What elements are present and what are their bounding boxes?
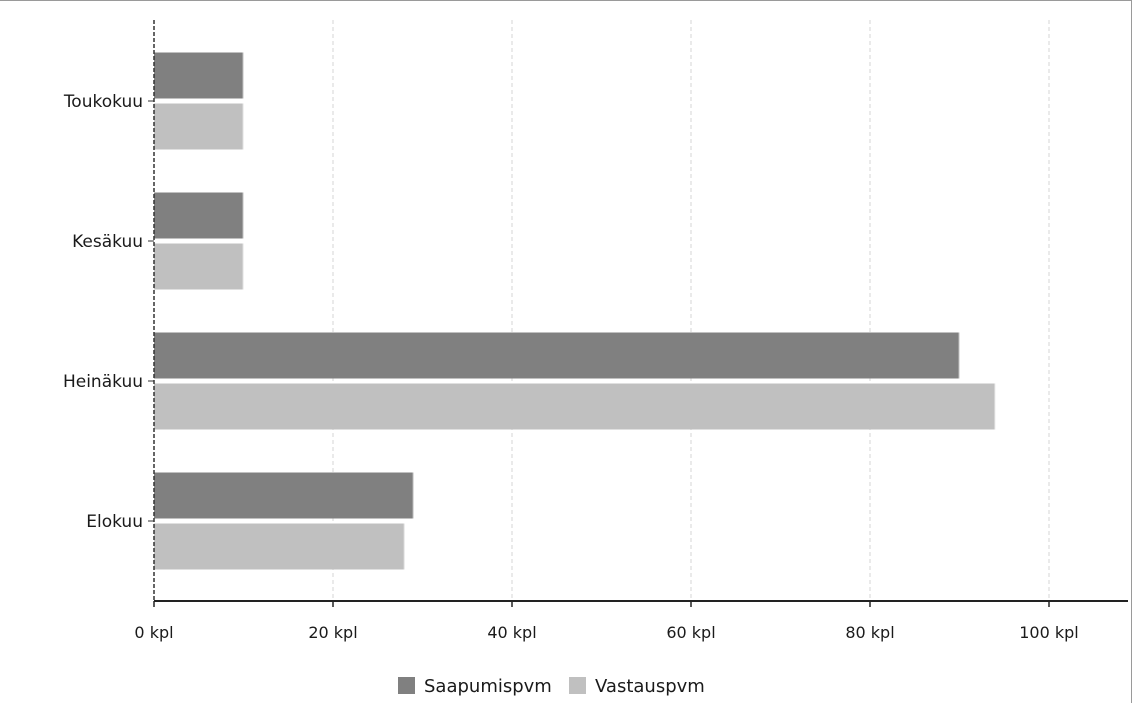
x-tick-label: 0 kpl [134, 623, 173, 642]
category-label: Elokuu [86, 512, 143, 532]
bar-edge-highlight [242, 243, 245, 290]
x-tick-label: 100 kpl [1019, 623, 1079, 642]
bar-edge-highlight [994, 383, 997, 430]
bar-vastauspvm-toukokuu [154, 103, 244, 150]
legend-swatch-saapumispvm [398, 677, 415, 694]
bar-saapumispvm-toukokuu [154, 52, 244, 99]
bar-vastauspvm-heinäkuu [154, 383, 996, 430]
x-tick-label: 80 kpl [845, 623, 894, 642]
bar-saapumispvm-kesäkuu [154, 192, 244, 239]
category-label: Toukokuu [63, 92, 143, 112]
x-ticks: 0 kpl 20 kpl 40 kpl 60 kpl 80 kpl 100 kpl [134, 601, 1079, 642]
category-labels: Toukokuu Kesäkuu Heinäkuu Elokuu [63, 92, 154, 532]
gridlines [332, 20, 1050, 600]
bar-edge-highlight [242, 103, 245, 150]
bar-vastauspvm-kesäkuu [154, 243, 244, 290]
bars [154, 52, 997, 570]
bar-saapumispvm-heinäkuu [154, 332, 960, 379]
bar-vastauspvm-elokuu [154, 523, 405, 570]
bar-edge-highlight [242, 192, 245, 239]
x-tick-label: 60 kpl [666, 623, 715, 642]
bar-edge-highlight [412, 472, 415, 519]
bar-edge-highlight [958, 332, 961, 379]
legend-swatch-vastauspvm [569, 677, 586, 694]
bar-saapumispvm-elokuu [154, 472, 414, 519]
legend-label-vastauspvm: Vastauspvm [595, 676, 705, 697]
bar-edge-highlight [242, 52, 245, 99]
x-tick-label: 40 kpl [487, 623, 536, 642]
legend-label-saapumispvm: Saapumispvm [424, 676, 552, 697]
bar-edge-highlight [403, 523, 406, 570]
legend: Saapumispvm Vastauspvm [398, 676, 705, 697]
category-label: Heinäkuu [63, 372, 143, 392]
category-label: Kesäkuu [72, 232, 143, 252]
x-tick-label: 20 kpl [308, 623, 357, 642]
